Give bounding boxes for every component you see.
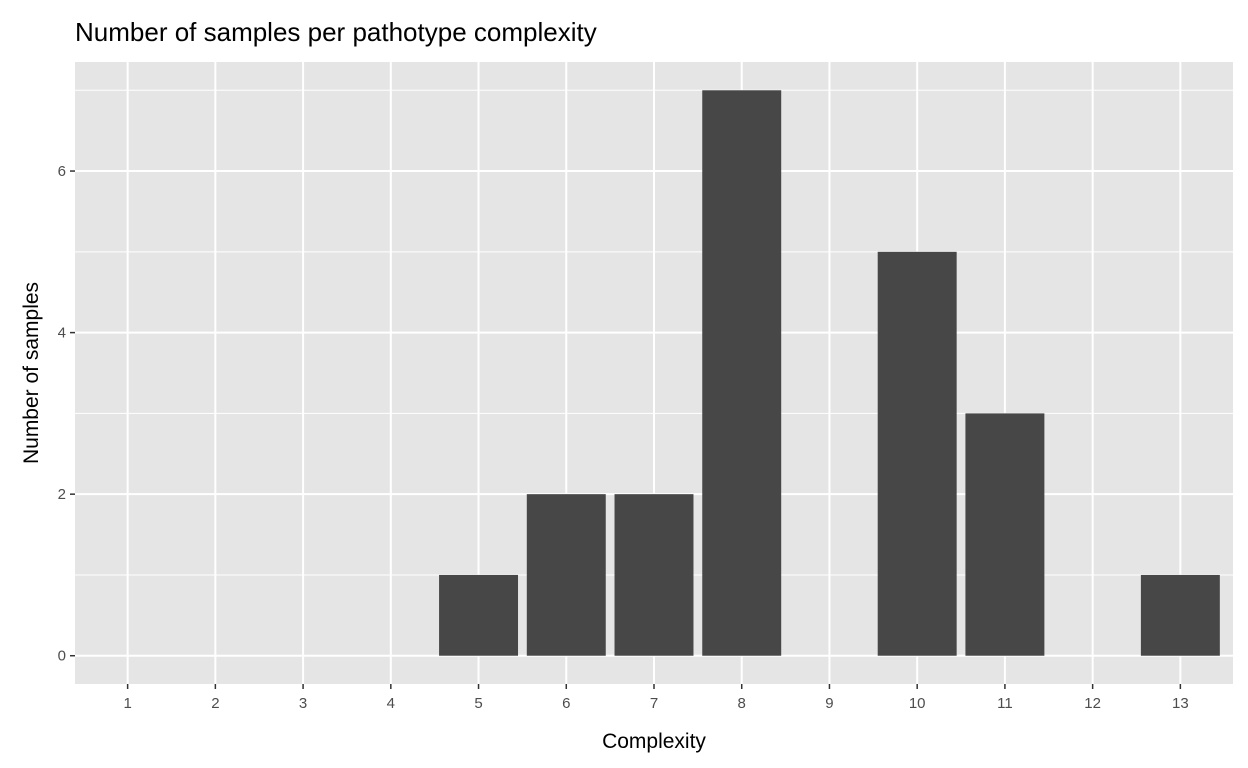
- x-tick-label: 11: [997, 695, 1013, 712]
- y-tick-label: 6: [58, 163, 66, 180]
- x-tick-label: 7: [650, 695, 658, 712]
- bar-complexity-5: [439, 574, 519, 656]
- bar-complexity-7: [614, 494, 694, 656]
- x-tick-label: 9: [825, 695, 833, 712]
- bar-complexity-13: [1140, 574, 1220, 656]
- x-axis-label: Complexity: [602, 730, 706, 753]
- bar-complexity-6: [526, 494, 606, 656]
- x-tick-label: 8: [738, 695, 746, 712]
- y-tick-label: 0: [58, 648, 66, 665]
- x-tick-label: 10: [909, 695, 926, 712]
- y-axis-label: Number of samples: [20, 282, 43, 464]
- x-tick-label: 2: [211, 695, 219, 712]
- x-tick-label: 13: [1172, 695, 1189, 712]
- x-tick-label: 12: [1084, 695, 1101, 712]
- bar-complexity-10: [877, 251, 957, 656]
- y-tick-label: 4: [58, 325, 66, 342]
- x-tick-label: 1: [123, 695, 131, 712]
- x-tick-label: 3: [299, 695, 307, 712]
- y-tick-label: 2: [58, 486, 66, 503]
- bar-complexity-11: [965, 413, 1045, 656]
- bar-complexity-8: [702, 90, 782, 656]
- x-tick-label: 4: [387, 695, 395, 712]
- x-tick-label: 5: [474, 695, 482, 712]
- chart-title: Number of samples per pathotype complexi…: [75, 17, 597, 47]
- x-tick-label: 6: [562, 695, 570, 712]
